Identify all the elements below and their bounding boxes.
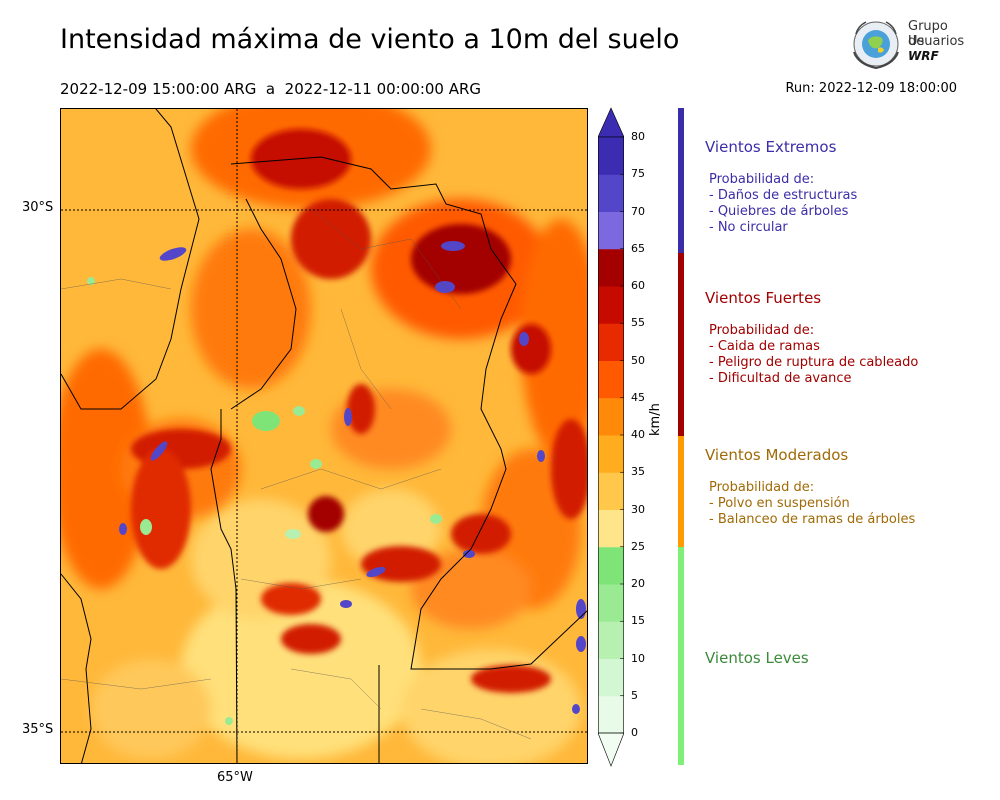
logo-text-line2: Usuarios: [908, 34, 965, 49]
category-desc-line: - No circular: [709, 220, 788, 235]
colorbar-tick-label: 0: [631, 726, 638, 739]
colorbar-tick-label: 40: [631, 428, 645, 441]
colorbar-tick-label: 35: [631, 465, 645, 479]
colorbar-tick-label: 65: [631, 241, 645, 255]
colorbar-segment: [598, 248, 624, 287]
longitude-label-65w: 65°W: [217, 770, 253, 785]
category-title-light: Vientos Leves: [705, 649, 809, 667]
colorbar-tick-label: 15: [631, 614, 645, 628]
globe-emblem-icon: [853, 21, 899, 70]
category-desc-line: Probabilidad de:: [709, 480, 815, 495]
colorbar-tick-label: 75: [631, 167, 645, 181]
wind-field-svg: [61, 109, 587, 763]
moderate-wind-areas: [91, 489, 581, 763]
category-title-strong: Vientos Fuertes: [705, 289, 822, 307]
colorbar-segment: [598, 397, 624, 436]
colorbar-tick-label: 5: [631, 688, 638, 702]
colorbar-extend-min: [598, 732, 624, 767]
category-bar-light: [678, 547, 684, 765]
wind-map: [60, 108, 588, 764]
latitude-label-30s: 30°S: [22, 200, 54, 215]
colorbar-tick-label: 45: [631, 390, 645, 404]
run-time: Run: 2022-12-09 18:00:00: [785, 81, 957, 96]
colorbar-tick-label: 50: [631, 353, 645, 367]
category-desc-line: - Polvo en suspensión: [709, 496, 850, 511]
very-strong-wind-areas: [131, 129, 587, 693]
colorbar-unit-label: km/h: [648, 403, 663, 436]
colorbar-segment: [598, 286, 624, 324]
category-desc-line: - Quiebres de árboles: [709, 204, 849, 219]
department-boundaries: [61, 208, 532, 740]
logo-text-line3: WRF: [908, 49, 939, 63]
latitude-label-35s: 35°S: [22, 722, 54, 737]
category-bar-strong: [678, 253, 684, 436]
colorbar-segment: [598, 546, 624, 585]
colorbar-segment: [598, 435, 624, 473]
colorbar-tick-label: 60: [631, 279, 645, 292]
category-bar-extreme: [678, 108, 684, 253]
colorbar-tick-label: 30: [631, 502, 645, 516]
category-desc-strong: Probabilidad de: - Caida de ramas - Peli…: [709, 323, 918, 387]
category-desc-line: Probabilidad de:: [709, 323, 815, 338]
colorbar-tick-label: 10: [631, 651, 645, 665]
category-desc-extreme: Probabilidad de: - Daños de estructuras …: [709, 172, 857, 236]
colorbar-extend-max: [598, 107, 624, 138]
colorbar-tick-label: 20: [631, 577, 645, 590]
extreme-wind-cores: [119, 241, 586, 714]
colorbar-tick-label: 25: [631, 539, 645, 553]
colorbar-segment: [598, 137, 624, 175]
category-desc-line: - Peligro de ruptura de cableado: [709, 355, 919, 370]
colorbar-segment: [598, 695, 624, 734]
category-title-moderate: Vientos Moderados: [705, 446, 849, 464]
colorbar-segment: [598, 509, 624, 548]
colorbar-segment: [598, 658, 624, 697]
grupo-wrf-logo: Grupo de Usuarios WRF: [848, 16, 968, 74]
category-desc-line: - Dificultad de avance: [709, 371, 852, 386]
forecast-period: 2022-12-09 15:00:00 ARG a 2022-12-11 00:…: [60, 80, 482, 98]
map-title: Intensidad máxima de viento a 10m del su…: [60, 24, 680, 55]
colorbar-segment: [598, 621, 624, 659]
colorbar-segment: [598, 472, 624, 510]
colorbar-segment: [598, 211, 624, 250]
graticule: [61, 109, 587, 763]
colorbar-tick-label: 70: [631, 204, 645, 218]
category-desc-line: Probabilidad de:: [709, 172, 815, 187]
category-title-extreme: Vientos Extremos: [705, 138, 837, 156]
category-desc-line: - Daños de estructuras: [709, 188, 858, 203]
category-desc-line: - Balanceo de ramas de árboles: [709, 512, 916, 527]
colorbar-tick-label: 55: [631, 316, 645, 330]
logo-text-line1: Grupo de: [908, 19, 948, 49]
political-boundaries: [61, 109, 587, 763]
category-desc-moderate: Probabilidad de: - Polvo en suspensión -…: [709, 480, 915, 528]
colorbar-segment: [598, 174, 624, 212]
colorbar-segment: [598, 360, 624, 399]
colorbar: [598, 107, 624, 767]
category-desc-line: - Caida de ramas: [709, 339, 820, 354]
colorbar-segment: [598, 323, 624, 361]
colorbar-segment: [598, 584, 624, 622]
category-bar-moderate: [678, 436, 684, 547]
light-wind-patches: [87, 277, 442, 725]
colorbar-tick-label: 80: [631, 130, 645, 143]
